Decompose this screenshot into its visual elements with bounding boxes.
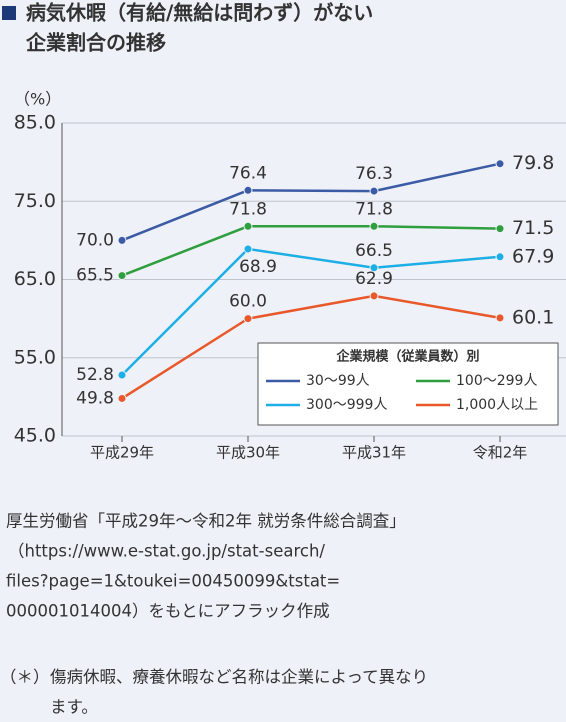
x-tick-label: 令和2年 [473, 444, 528, 462]
x-tick-label: 平成29年 [90, 444, 154, 462]
data-label: 76.3 [355, 164, 393, 184]
data-label: 68.9 [239, 257, 277, 277]
data-label: 62.9 [355, 269, 393, 289]
data-label: 71.8 [229, 199, 267, 219]
data-label: 60.0 [229, 292, 267, 312]
data-point [243, 185, 253, 195]
title-marker [2, 6, 16, 20]
data-point [243, 221, 253, 231]
series-line [121, 162, 501, 242]
note-mark: （＊） [0, 668, 50, 687]
data-label: 79.8 [512, 152, 554, 174]
legend-box [257, 342, 559, 426]
data-label: 66.5 [355, 241, 393, 261]
data-label: 71.5 [512, 217, 554, 239]
data-point [369, 186, 379, 196]
chart-title: 企業割合の推移 [25, 31, 166, 55]
legend-label: 1,000人以上 [456, 397, 538, 413]
source-text: files?page=1&toukei=00450099&tstat= [6, 572, 340, 591]
data-label: 65.5 [76, 266, 114, 286]
data-point [369, 291, 379, 301]
y-tick-label: 65.0 [14, 268, 56, 290]
y-tick-label: 45.0 [14, 425, 56, 447]
y-tick-label: 75.0 [14, 190, 56, 212]
series-line [121, 225, 501, 277]
y-tick-label: 55.0 [14, 346, 56, 368]
source-text: 000001014004）をもとにアフラック作成 [6, 602, 330, 621]
data-label: 60.1 [512, 306, 554, 328]
data-point [495, 252, 505, 262]
series-line [121, 247, 501, 376]
y-tick-label: 85.0 [14, 112, 56, 134]
data-label: 52.8 [76, 365, 114, 385]
data-label: 71.8 [355, 199, 393, 219]
data-point [117, 370, 127, 380]
data-point [495, 224, 505, 234]
x-tick-label: 平成30年 [216, 444, 280, 462]
data-point [117, 393, 127, 403]
note-text: 傷病休暇、療養休暇など名称は企業によって異なり [50, 668, 428, 687]
data-point [495, 313, 505, 323]
legend-label: 300〜999人 [306, 397, 387, 413]
legend-title: 企業規模（従業員数）別 [335, 349, 479, 365]
note-text: ます。 [50, 698, 98, 717]
data-label: 67.9 [512, 245, 554, 267]
data-point [369, 221, 379, 231]
data-point [117, 271, 127, 281]
chart-title: 病気休暇（有給/無給は問わず）がない [26, 1, 373, 25]
data-point [117, 235, 127, 245]
data-point [243, 314, 253, 324]
x-tick-label: 平成31年 [342, 444, 406, 462]
data-label: 49.8 [76, 388, 114, 408]
series-line [121, 294, 501, 400]
legend-label: 30〜99人 [306, 373, 370, 389]
data-point [243, 244, 253, 254]
data-label: 76.4 [229, 163, 267, 183]
y-axis-label: （%） [14, 90, 61, 109]
data-label: 70.0 [76, 230, 114, 250]
source-text: 厚生労働省「平成29年〜令和2年 就労条件総合調査」 [6, 512, 406, 531]
data-point [369, 263, 379, 273]
data-point [495, 159, 505, 169]
legend-label: 100〜299人 [456, 373, 537, 389]
source-text: （https://www.e-stat.go.jp/stat-search/ [8, 542, 325, 561]
